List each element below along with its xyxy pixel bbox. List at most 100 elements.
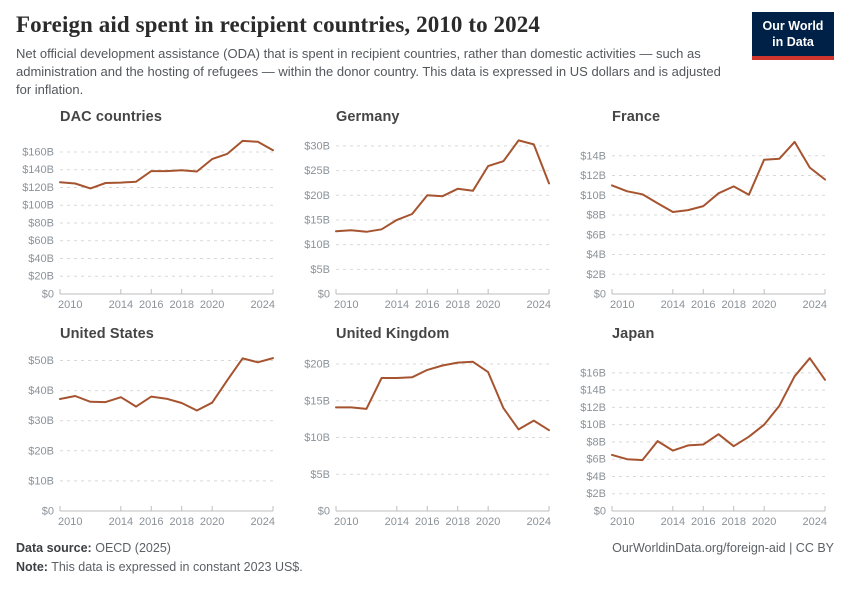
y-tick-label: $5B [310,469,330,481]
x-tick-label: 2018 [721,516,745,528]
x-tick-label: 2016 [139,299,163,311]
data-series-line [611,357,826,461]
chart-canvas-germany: $0 $5B $10B $15B $20B $25B $30B 2010 2014 2016 201… [304,139,551,311]
y-tick-label: $100B [22,200,54,212]
page-subtitle: Net official development assistance (ODA… [16,46,721,97]
chart-title: Germany [336,108,400,125]
chart-title: France [612,108,661,125]
x-tick-label: 2016 [139,516,163,528]
chart-title: Japan [612,325,655,342]
y-tick-label: $4B [586,471,606,483]
y-tick-label: $15B [304,214,330,226]
y-tick-label: $0 [594,505,606,517]
x-tick-label: 2010 [610,516,634,528]
data-series-line [59,356,274,412]
data-series-line [611,140,826,213]
x-tick-label: 2018 [169,516,193,528]
y-tick-label: $30B [304,140,330,152]
y-tick-label: $16B [580,367,606,379]
x-tick-label: 2020 [476,299,500,311]
chart-japan: Japan $0 $2B $4B $6B $8B $10B $12B $14B $16B 2010… [568,326,833,533]
y-tick-label: $25B [304,165,330,177]
note-value: This data is expressed in constant 2023 … [51,559,303,574]
x-tick-label: 2016 [415,299,439,311]
x-tick-label: 2010 [334,299,358,311]
x-tick-label: 2020 [752,299,776,311]
chart-title: DAC countries [60,108,163,125]
y-tick-label: $6B [586,229,606,241]
x-tick-label: 2014 [661,516,685,528]
x-tick-label: 2024 [527,299,551,311]
y-tick-label: $20B [304,190,330,202]
data-series-line [335,360,550,432]
y-tick-label: $160B [22,146,54,158]
x-tick-label: 2010 [610,299,634,311]
y-tick-label: $2B [586,488,606,500]
y-tick-label: $60B [28,235,54,247]
owid-logo[interactable]: Our World in Data [752,12,834,61]
y-tick-label: $15B [304,395,330,407]
y-tick-label: $8B [586,436,606,448]
x-tick-label: 2014 [109,299,133,311]
y-tick-label: $10B [28,475,54,487]
credit-separator: | [785,540,796,555]
x-tick-label: 2014 [109,516,133,528]
y-tick-label: $14B [580,384,606,396]
y-tick-label: $20B [28,445,54,457]
y-tick-label: $14B [580,150,606,162]
y-tick-label: $80B [28,217,54,229]
chart-canvas-dac-countries: $0 $20B $40B $60B $80B $100B $120B $140B $160B 20… [22,139,275,311]
y-tick-label: $140B [22,164,54,176]
x-tick-label: 2018 [721,299,745,311]
footer-left: Data source: OECD (2025) Note: This data… [16,541,303,574]
chart-germany: Germany $0 $5B $10B $15B $20B $25B $30B 2010 201… [292,109,557,316]
x-tick-label: 2020 [200,516,224,528]
chart-united-states: United States $0 $10B $20B $30B $40B $50B 2010… [16,326,281,533]
x-tick-label: 2018 [445,299,469,311]
x-tick-label: 2014 [385,516,409,528]
x-tick-label: 2024 [803,299,827,311]
note-label: Note: [16,559,48,574]
y-tick-label: $0 [318,505,330,517]
x-tick-label: 2024 [527,516,551,528]
owid-logo-line2: in Data [772,34,814,49]
y-tick-label: $8B [586,209,606,221]
x-tick-label: 2010 [334,516,358,528]
y-tick-label: $6B [586,454,606,466]
y-tick-label: $5B [310,264,330,276]
owid-link[interactable]: OurWorldinData.org/foreign-aid [612,540,786,555]
y-tick-label: $10B [580,190,606,202]
x-tick-label: 2014 [385,299,409,311]
y-tick-label: $0 [42,505,54,517]
page-header: Foreign aid spent in recipient countries… [16,12,834,99]
y-tick-label: $10B [304,239,330,251]
x-tick-label: 2016 [415,516,439,528]
header-text-block: Foreign aid spent in recipient countries… [16,12,728,99]
chart-france: France $0 $2B $4B $6B $8B $10B $12B $14B 2010 201… [568,109,833,316]
owid-logo-line1: Our World [762,19,824,33]
y-tick-label: $12B [580,402,606,414]
y-tick-label: $2B [586,269,606,281]
chart-title: United States [60,325,154,342]
x-tick-label: 2024 [803,516,827,528]
chart-dac-countries: DAC countries $0 $20B $40B $60B $80B $100B $12… [16,109,281,316]
license-label[interactable]: CC BY [795,540,834,555]
charts-grid: DAC countries $0 $20B $40B $60B $80B $100B $12… [16,109,834,533]
data-series-line [335,139,550,233]
chart-title: United Kingdom [336,325,450,342]
y-tick-label: $12B [580,170,606,182]
y-tick-label: $0 [594,288,606,300]
y-tick-label: $0 [318,288,330,300]
data-source-label: Data source: [16,540,92,555]
x-tick-label: 2018 [445,516,469,528]
footer-credit: OurWorldinData.org/foreign-aid | CC BY [612,541,834,574]
x-tick-label: 2010 [58,299,82,311]
chart-united-kingdom: United Kingdom $0 $5B $10B $15B $20B 2010 2014… [292,326,557,533]
y-tick-label: $10B [304,432,330,444]
data-series-line [59,139,274,190]
y-tick-label: $20B [304,358,330,370]
data-source-line: Data source: OECD (2025) [16,541,303,555]
y-tick-label: $4B [586,249,606,261]
chart-canvas-united-kingdom: $0 $5B $10B $15B $20B 2010 2014 2016 2018 2020 202… [304,358,551,528]
x-tick-label: 2014 [661,299,685,311]
